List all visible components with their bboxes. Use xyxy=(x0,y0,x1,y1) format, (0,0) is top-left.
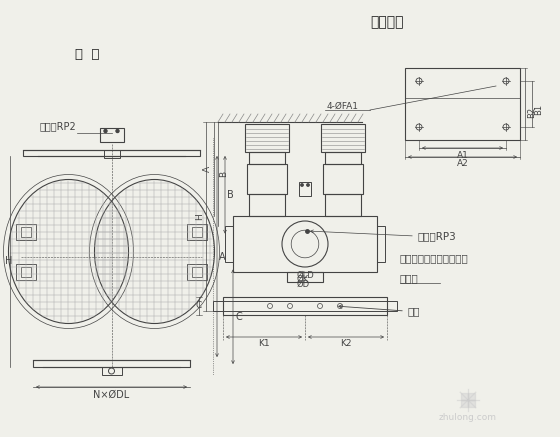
Circle shape xyxy=(307,184,309,186)
Bar xyxy=(468,400,475,407)
Bar xyxy=(192,226,202,236)
Text: 测压口RP2: 测压口RP2 xyxy=(40,121,76,131)
Bar xyxy=(247,164,287,194)
Bar xyxy=(325,194,361,216)
Text: ØK: ØK xyxy=(297,274,309,284)
Text: B2: B2 xyxy=(527,107,536,118)
Text: A: A xyxy=(203,166,212,172)
Text: K2: K2 xyxy=(340,340,352,348)
Circle shape xyxy=(104,129,107,132)
Bar xyxy=(233,216,377,272)
Bar xyxy=(468,392,475,399)
Bar xyxy=(287,272,323,282)
Text: C: C xyxy=(196,302,202,311)
Text: ØD: ØD xyxy=(297,280,310,288)
Bar xyxy=(192,267,202,277)
Text: B: B xyxy=(227,190,234,200)
Bar xyxy=(325,152,361,164)
Bar xyxy=(101,367,122,375)
Bar xyxy=(245,124,289,152)
Bar xyxy=(405,68,520,140)
Bar xyxy=(100,128,124,142)
Text: 隔振垫: 隔振垫 xyxy=(400,273,419,283)
Text: N×ØDL: N×ØDL xyxy=(94,390,129,400)
Bar xyxy=(299,182,311,196)
Text: A2: A2 xyxy=(456,160,468,169)
Text: A1: A1 xyxy=(456,150,468,160)
Bar xyxy=(104,150,119,158)
Text: B1: B1 xyxy=(534,104,543,114)
Text: H: H xyxy=(195,213,204,220)
Bar xyxy=(21,226,31,236)
Bar xyxy=(249,152,285,164)
Text: 排气口RP3: 排气口RP3 xyxy=(417,231,456,241)
Text: 底板尺寸: 底板尺寸 xyxy=(370,15,404,29)
Bar xyxy=(225,226,233,262)
Bar xyxy=(461,392,468,399)
Bar xyxy=(321,124,365,152)
Bar xyxy=(187,264,207,280)
Bar xyxy=(223,297,387,315)
Bar xyxy=(16,223,36,239)
Bar xyxy=(249,194,285,216)
Text: K1: K1 xyxy=(258,340,270,348)
Text: ØLD: ØLD xyxy=(297,271,315,280)
Text: H: H xyxy=(5,257,12,267)
Bar xyxy=(23,150,200,156)
Circle shape xyxy=(116,129,119,132)
Bar xyxy=(33,360,190,367)
Text: zhulong.com: zhulong.com xyxy=(439,413,497,423)
Text: 型  号: 型 号 xyxy=(75,49,100,62)
Bar xyxy=(377,226,385,262)
Bar xyxy=(213,301,397,311)
Bar xyxy=(16,264,36,280)
Text: 底板: 底板 xyxy=(407,306,419,316)
Text: A: A xyxy=(219,252,226,261)
Bar xyxy=(21,267,31,277)
Text: B: B xyxy=(219,171,228,177)
Bar xyxy=(187,223,207,239)
Bar xyxy=(461,400,468,407)
Text: 4-ØFA1: 4-ØFA1 xyxy=(327,101,359,111)
Circle shape xyxy=(301,184,303,186)
Text: 隔振垫（隔振器）规格：: 隔振垫（隔振器）规格： xyxy=(400,253,469,263)
Text: C: C xyxy=(235,312,242,322)
Bar xyxy=(323,164,363,194)
